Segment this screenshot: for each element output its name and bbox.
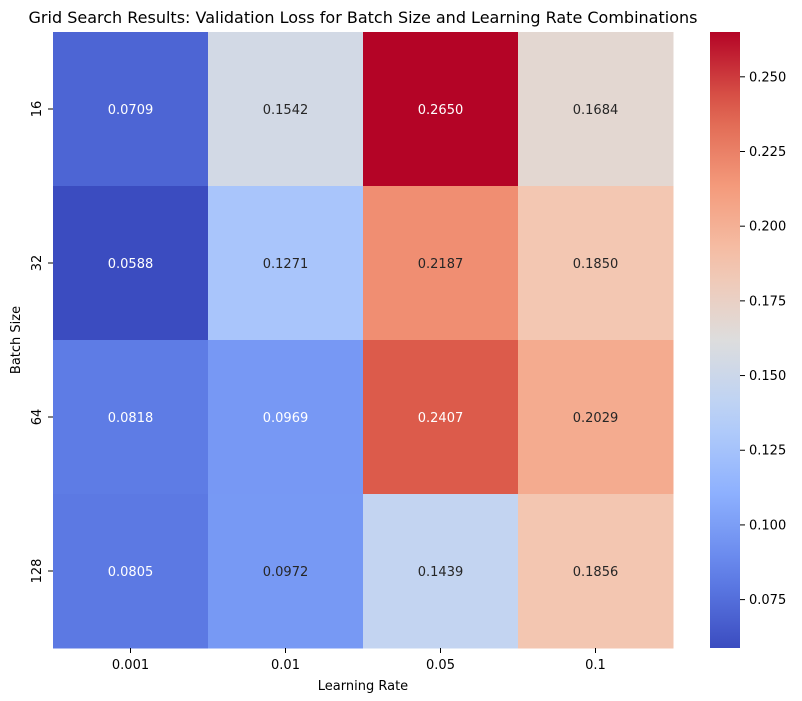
cell-value-label: 0.1271 [263,257,309,272]
cell-value-label: 0.0818 [108,411,154,426]
colorbar-tick-label: 0.250 [749,70,786,85]
colorbar-tick-label: 0.200 [749,220,786,235]
cell-value-label: 0.0588 [108,257,154,272]
y-tick-label: 16 [30,101,45,118]
cell-value-label: 0.1439 [418,565,464,580]
cell-value-label: 0.1856 [573,565,619,580]
cell-value-label: 0.1850 [573,257,619,272]
cell-value-label: 0.2029 [573,411,619,426]
heatmap-cell [363,340,519,495]
y-axis: 16 32 64 128 [30,101,53,584]
cell-value-label: 0.0972 [263,565,309,580]
cell-value-label: 0.0709 [108,103,154,118]
heatmap-cell [208,186,364,341]
cell-value-label: 0.1684 [573,103,619,118]
x-tick-label: 0.001 [112,658,149,673]
heatmap-cell [518,494,674,649]
heatmap-cell [518,32,674,187]
x-axis: 0.001 0.01 0.05 0.1 [112,648,606,673]
colorbar-tick-label: 0.125 [749,444,786,459]
y-tick-label: 32 [30,255,45,272]
x-axis-label: Learning Rate [318,679,408,694]
heatmap-cell [53,494,209,649]
y-tick-label: 128 [30,559,45,584]
heatmap-cell [518,340,674,495]
heatmap-cell [208,340,364,495]
chart-title: Grid Search Results: Validation Loss for… [29,8,698,27]
colorbar-tick-label: 0.075 [749,593,786,608]
colorbar-tick-label: 0.225 [749,145,786,160]
cell-value-label: 0.0805 [108,565,154,580]
cell-value-label: 0.0969 [263,411,309,426]
heatmap-cell [363,186,519,341]
cell-value-label: 0.2187 [418,257,464,272]
heatmap-cell [208,494,364,649]
x-tick-label: 0.05 [426,658,455,673]
heatmap-cells [53,32,674,649]
x-tick-label: 0.1 [585,658,606,673]
colorbar-ticks: 0.075 0.100 0.125 0.150 0.175 0.200 0.225 0.250 [740,70,786,608]
heatmap-cell [53,32,209,187]
heatmap-cell [518,186,674,341]
heatmap-cell-labels: 0.0709 0.1542 0.2650 0.1684 0.0588 0.1271 0.21… [108,103,619,580]
y-tick-label: 64 [30,409,45,426]
y-axis-label: Batch Size [9,306,24,374]
heatmap-cell [53,186,209,341]
colorbar-tick-label: 0.150 [749,369,786,384]
cell-value-label: 0.1542 [263,103,309,118]
colorbar-tick-label: 0.100 [749,518,786,533]
x-tick-label: 0.01 [271,658,300,673]
cell-value-label: 0.2650 [418,103,464,118]
colorbar [710,32,740,648]
heatmap-cell [363,32,519,187]
heatmap-cell [208,32,364,187]
heatmap-cell [53,340,209,495]
cell-value-label: 0.2407 [418,411,464,426]
heatmap-cell [363,494,519,649]
colorbar-tick-label: 0.175 [749,294,786,309]
